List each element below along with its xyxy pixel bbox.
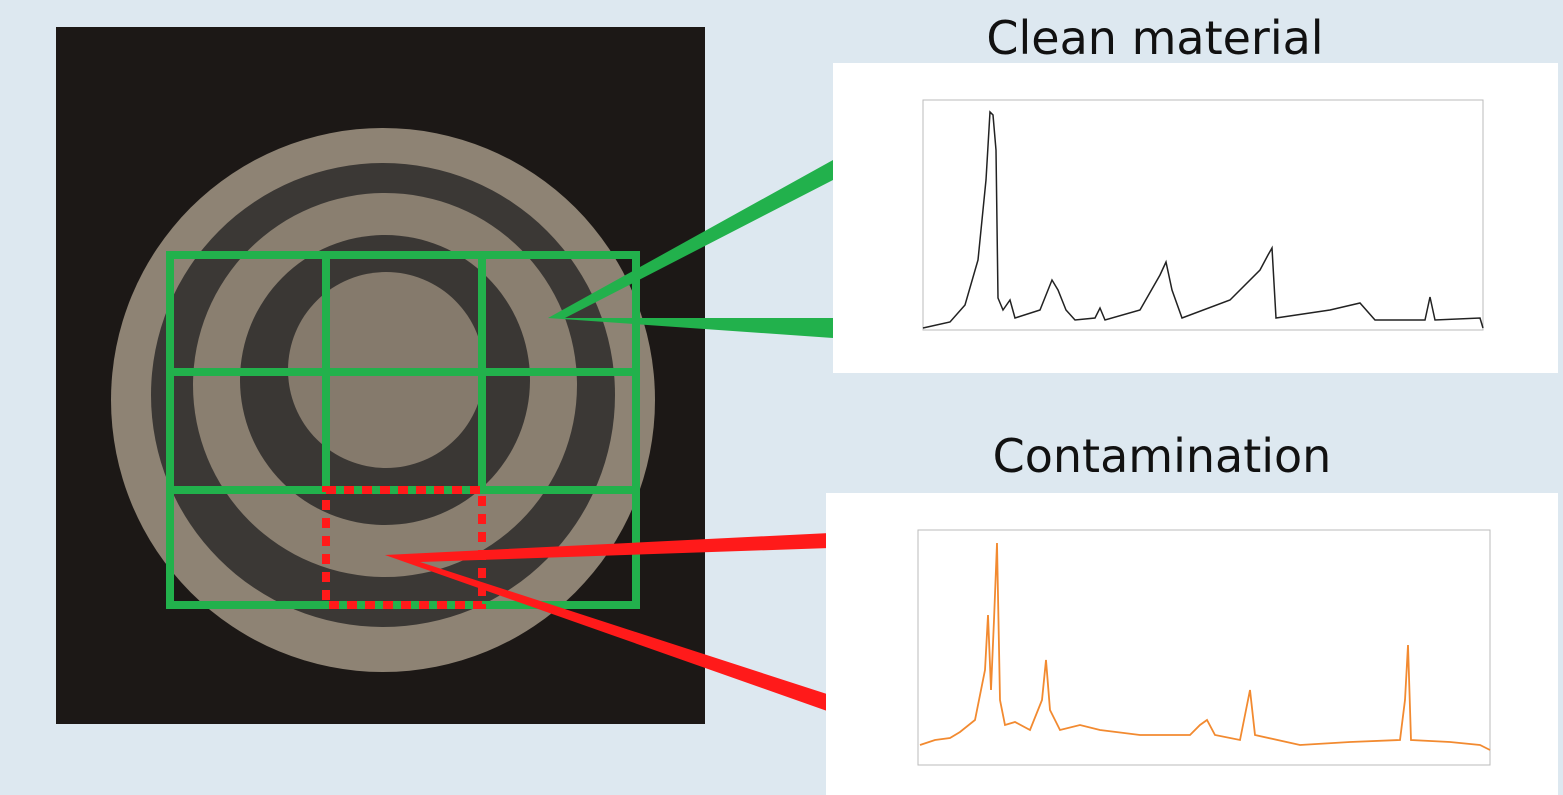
panel-title: Clean material <box>986 11 1323 65</box>
diagram: Clean material Contamination <box>0 0 1563 795</box>
spectrum-panel <box>833 63 1558 373</box>
panel-title: Contamination <box>993 429 1332 483</box>
spectrum-panel <box>826 493 1558 795</box>
